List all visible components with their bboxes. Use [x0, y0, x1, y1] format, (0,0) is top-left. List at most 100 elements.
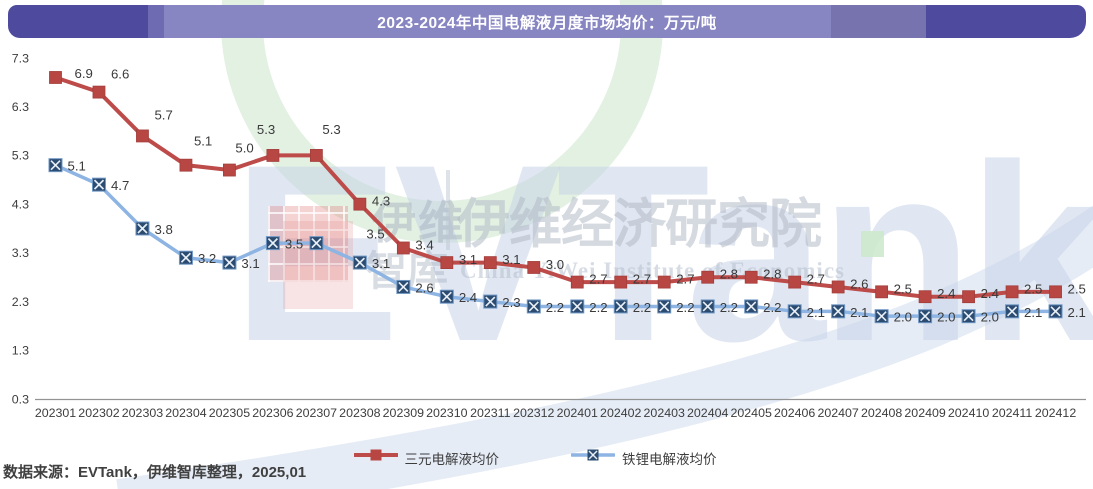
- data-label: 2.3: [502, 295, 520, 310]
- data-label: 2.2: [589, 300, 607, 315]
- x-tick-label: 202304: [165, 406, 206, 420]
- data-label: 4.3: [372, 194, 390, 209]
- legend-label-lfp: 铁锂电解液均价: [622, 451, 717, 467]
- title-banner: 2023-2024年中国电解液月度市场均价：万元/吨: [8, 5, 1086, 38]
- x-tick-label: 202404: [687, 406, 728, 420]
- x-tick-label: 202307: [296, 406, 337, 420]
- data-label: 2.0: [981, 310, 999, 325]
- page-title: 2023-2024年中国电解液月度市场均价：万元/吨: [377, 14, 717, 32]
- data-point-marker: [527, 261, 541, 274]
- data-label: 3.1: [459, 252, 477, 267]
- data-label: 2.2: [633, 300, 651, 315]
- y-tick-label: 1.3: [12, 344, 29, 358]
- x-tick-label: 202403: [644, 406, 685, 420]
- data-point-marker: [396, 241, 410, 255]
- banner-segment-1: [8, 5, 148, 38]
- x-tick-label: 202401: [557, 406, 598, 420]
- x-tick-label: 202312: [513, 406, 554, 420]
- data-label: 5.1: [68, 159, 86, 174]
- data-label: 5.3: [257, 122, 275, 137]
- data-label: 2.5: [894, 281, 912, 296]
- x-tick-label: 202309: [383, 406, 424, 420]
- data-point-marker: [49, 71, 62, 84]
- data-label: 5.0: [235, 141, 253, 156]
- y-tick-label: 5.3: [12, 149, 29, 163]
- data-point-marker: [744, 270, 758, 284]
- legend-label-ternary: 三元电解液均价: [404, 451, 500, 467]
- data-point-marker: [701, 270, 715, 284]
- x-tick-label: 202308: [339, 406, 380, 420]
- data-label: 2.5: [1068, 281, 1086, 296]
- marker-x-glyph: [93, 179, 105, 190]
- legend-line-sample: [352, 449, 399, 461]
- y-tick-label: 4.3: [12, 197, 29, 211]
- data-label: 2.8: [720, 267, 738, 282]
- x-tick-label: 202311: [470, 406, 511, 420]
- banner-segment-2: [148, 5, 164, 38]
- data-point-marker: [657, 275, 671, 289]
- banner-segment-4: [831, 5, 926, 38]
- y-tick-label: 3.3: [12, 246, 29, 260]
- data-point-marker: [353, 197, 367, 211]
- data-label: 2.4: [459, 290, 477, 305]
- ternary-series-swatch: [352, 447, 399, 468]
- data-point-marker: [1005, 285, 1019, 299]
- data-label: 2.1: [1024, 305, 1042, 320]
- data-label: 2.2: [763, 300, 781, 315]
- y-tick-label: 2.3: [12, 295, 29, 309]
- x-tick-label: 202405: [731, 406, 772, 420]
- y-tick-label: 0.3: [12, 392, 29, 406]
- x-tick-label: 202406: [774, 406, 815, 420]
- data-point-marker: [266, 149, 280, 162]
- data-label: 4.7: [111, 178, 129, 193]
- lfp-series-swatch: [570, 447, 616, 468]
- x-tick-label: 202402: [600, 406, 641, 420]
- x-tick-label: 202412: [1035, 406, 1076, 420]
- data-label: 3.1: [502, 252, 520, 267]
- data-point-marker: [1049, 285, 1062, 299]
- data-label: 6.6: [111, 67, 129, 82]
- data-label: 3.0: [546, 257, 564, 272]
- legend-item-ternary: 三元电解液均价: [352, 447, 500, 468]
- data-label: 6.9: [75, 66, 93, 81]
- data-label: 2.0: [894, 310, 912, 325]
- banner-segment-5: [926, 5, 1086, 38]
- data-label: 2.7: [807, 272, 825, 287]
- legend-item-lfp: 铁锂电解液均价: [570, 447, 717, 468]
- data-label: 2.2: [720, 300, 738, 315]
- data-point-marker: [614, 275, 628, 289]
- data-point-marker: [875, 285, 889, 299]
- data-label: 5.1: [194, 134, 212, 149]
- marker-x-glyph: [50, 160, 61, 171]
- data-label: 2.7: [676, 272, 694, 287]
- data-point-marker: [962, 290, 975, 304]
- data-point-marker: [223, 163, 236, 177]
- data-label: 2.1: [807, 305, 825, 320]
- data-label: 2.1: [1068, 305, 1086, 320]
- x-tick-label: 202410: [948, 406, 989, 420]
- data-label: 2.6: [415, 280, 433, 295]
- data-source-note: 数据来源：EVTank，伊维智库整理，2025,01: [3, 464, 307, 481]
- data-label: 2.0: [937, 310, 955, 325]
- data-label: 3.1: [372, 256, 390, 271]
- data-point-marker: [136, 129, 149, 143]
- x-tick-label: 202310: [426, 406, 467, 420]
- data-label: 2.2: [546, 300, 564, 315]
- y-tick-label: 7.3: [12, 51, 29, 65]
- data-label: 3.5: [285, 237, 303, 252]
- data-point-marker: [788, 275, 802, 289]
- data-label: 3.8: [154, 222, 172, 237]
- x-tick-label: 202302: [78, 406, 119, 420]
- data-label: 2.7: [633, 272, 651, 287]
- data-point-marker: [92, 85, 106, 99]
- data-label: 2.4: [981, 286, 999, 301]
- x-tick-label: 202407: [817, 406, 858, 420]
- data-label: 2.2: [676, 300, 694, 315]
- x-tick-label: 202409: [904, 406, 945, 420]
- x-tick-label: 202306: [252, 406, 293, 420]
- x-tick-label: 202411: [992, 406, 1033, 420]
- data-point-marker: [831, 280, 845, 294]
- x-tick-label: 202301: [35, 406, 76, 420]
